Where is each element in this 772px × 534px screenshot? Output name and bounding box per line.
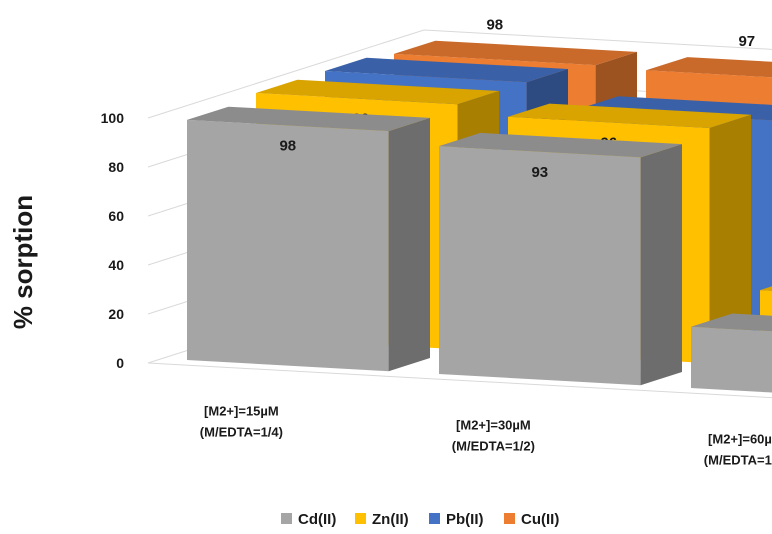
legend: Cd(II) Zn(II) Pb(II) Cu(II): [281, 511, 559, 528]
bar-top-face: [325, 57, 568, 83]
legend-item-cu-ii: Cu(II): [504, 511, 559, 528]
bar-side-face: [388, 117, 430, 372]
legend-item-zn-ii: Zn(II): [355, 511, 409, 528]
category-label: (M/EDTA=1/1): [704, 452, 772, 467]
data-label: 98: [279, 138, 296, 155]
bar-top-face: [256, 79, 499, 105]
bar-top-face: [691, 313, 772, 332]
legend-label: Zn(II): [372, 511, 409, 528]
bar-side-face: [709, 114, 751, 364]
bar-cd-ii-3: 25: [691, 313, 772, 393]
y-tick-label: 80: [108, 159, 124, 175]
bar-top-face: [760, 286, 772, 291]
bar-top-face: [394, 40, 637, 66]
bar-front-face: [187, 119, 389, 372]
data-label: 98: [486, 17, 503, 34]
y-axis-ticks: 0 20 40 60 80 100: [101, 110, 125, 371]
category-label: [M2+]=30µM: [456, 417, 531, 432]
legend-swatch: [355, 513, 366, 524]
floor-front-edge: [147, 362, 772, 399]
y-tick-label: 0: [116, 355, 124, 371]
legend-item-pb-ii: Pb(II): [429, 511, 484, 528]
legend-item-cd-ii: Cd(II): [281, 511, 336, 528]
y-axis-label: % sorption: [8, 195, 38, 329]
bars: 98975910090401009631989325: [187, 17, 772, 393]
y-tick-label: 60: [108, 208, 124, 224]
category-label: [M2+]=15µM: [204, 403, 279, 418]
legend-swatch: [281, 513, 292, 524]
category-label: (M/EDTA=1/4): [200, 424, 283, 439]
legend-label: Cd(II): [298, 511, 336, 528]
bar-top-face: [439, 132, 682, 158]
bar-side-face: [640, 144, 682, 386]
y-tick-label: 40: [108, 257, 124, 273]
y-tick-label: 20: [108, 306, 124, 322]
gridline-100: [147, 29, 772, 119]
bar-front-face: [691, 326, 772, 393]
data-label: 93: [531, 164, 548, 181]
legend-label: Cu(II): [521, 511, 559, 528]
legend-swatch: [504, 513, 515, 524]
legend-label: Pb(II): [446, 511, 484, 528]
bar-front-face: [439, 146, 641, 386]
legend-swatch: [429, 513, 440, 524]
category-label: [M2+]=60µM: [708, 431, 772, 446]
data-label: 97: [738, 33, 755, 50]
bar-cd-ii-2: 93: [439, 132, 682, 386]
bar-cd-ii-1: 98: [187, 106, 430, 372]
bar-top-face: [187, 106, 430, 132]
y-tick-label: 100: [101, 110, 125, 126]
bar-top-face: [646, 57, 772, 78]
category-labels: [M2+]=15µM (M/EDTA=1/4) [M2+]=30µM (M/EDTA=…: [200, 403, 772, 467]
category-label: (M/EDTA=1/2): [452, 438, 535, 453]
bar-top-face: [508, 103, 751, 128]
